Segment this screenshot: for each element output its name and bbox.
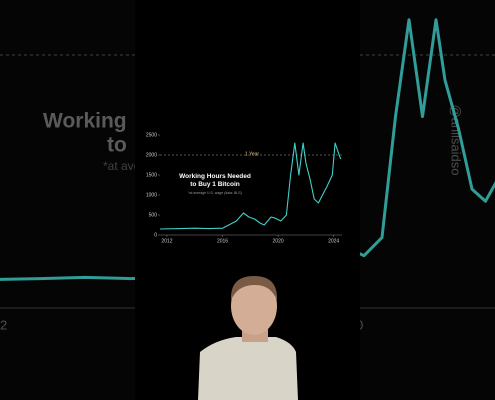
bg-title: to (107, 134, 127, 157)
chart: 1 Year Working Hours Needed to Buy 1 Bitc… (146, 132, 342, 244)
x-tick-label: 2016 (217, 238, 228, 244)
head (231, 277, 277, 335)
y-tick-label: 0 (154, 232, 157, 238)
y-tick-label: 500 (149, 212, 158, 218)
title-line: to Buy 1 Bitcoin (190, 181, 240, 188)
bg-subtitle: *at ave (103, 159, 141, 173)
x-tick-label: 2020 (273, 238, 284, 244)
y-tick-label: 1500 (146, 172, 157, 178)
hair (230, 276, 278, 300)
y-tick-label: 1000 (146, 192, 157, 198)
x-tick-label: 2012 (161, 238, 172, 244)
chart-subtitle: *at average U.S. wage (data: BLS) (188, 191, 242, 195)
bg-title: Working (43, 110, 127, 133)
chart-title: Working Hours Needed to Buy 1 Bitcoin (179, 173, 251, 188)
y-tick-label: 2500 (146, 132, 157, 138)
shirt (198, 337, 298, 400)
x-tick-label: 2024 (328, 238, 339, 244)
line (159, 142, 342, 230)
bg-tick: 2 (0, 317, 7, 332)
presenter (198, 276, 298, 400)
y-tick-label: 2000 (146, 152, 157, 158)
title-line: Working Hours Needed (179, 173, 251, 180)
annotation: 1 Year (245, 151, 260, 157)
bg-handle: @anilsaidso (449, 104, 464, 175)
